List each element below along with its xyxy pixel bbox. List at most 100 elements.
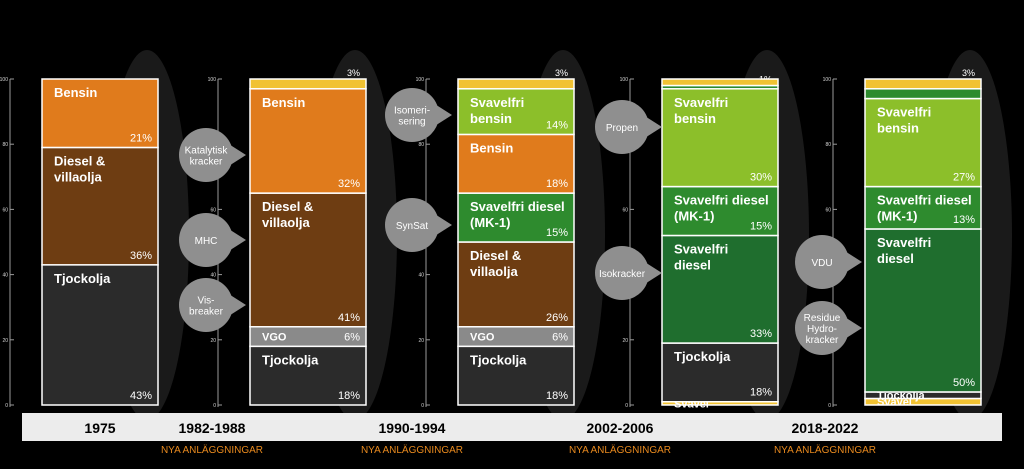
y-tick-label: 40 [2, 273, 8, 279]
bar-segment [661, 78, 779, 87]
bar-1990-1994: Tjockolja 18% VGO 6% Diesel & villaolja 26% Sva… [457, 68, 575, 406]
y-tick-label: 40 [418, 273, 424, 279]
y-tick-label: 40 [210, 273, 216, 279]
process-bubble: VDU [795, 235, 862, 289]
y-tick-label: 20 [2, 338, 8, 344]
segment-label: Diesel & villaolja [470, 248, 521, 279]
y-tick-label: 0 [421, 403, 424, 409]
segment-label: Svavelfri bensin [674, 95, 728, 126]
bar-segment [457, 88, 575, 136]
y-tick-label: 20 [418, 338, 424, 344]
bubble-circle [179, 128, 233, 182]
bubble-arrow [224, 291, 246, 319]
segment-percent: 30% [750, 172, 772, 184]
bar-segment [249, 78, 367, 90]
y-tick-label: 100 [416, 77, 425, 83]
segment-label: Svavelfri diesel (MK-1) [877, 193, 972, 224]
segment-label: Svavelfri bensin [470, 95, 524, 126]
segment-percent: 6% [344, 332, 360, 344]
segment-label: Svavelfri diesel [877, 235, 931, 266]
segment-label: Svavelfri diesel (MK-1) [470, 199, 565, 230]
bar-segment [661, 88, 779, 188]
y-tick-label: 80 [825, 142, 831, 148]
bar-segment [457, 78, 575, 90]
bubble-label: Propen [606, 123, 638, 134]
bubble-circle [179, 278, 233, 332]
segment-percent: 13% [953, 214, 975, 226]
bubble-circle [385, 88, 439, 142]
bubble-arrow [840, 314, 862, 342]
period-label: 2018-2022 [792, 420, 859, 436]
bubble-circle [179, 213, 233, 267]
segment-percent: 41% [338, 312, 360, 324]
segment-percent: 3% [555, 68, 568, 78]
bubble-circle [385, 198, 439, 252]
bar-1982-1988: Tjockolja 18% VGO 6% Diesel & villaolja 41% Ben… [249, 68, 367, 406]
segment-label: Bensin [470, 140, 513, 155]
segment-percent: 36% [130, 250, 152, 262]
y-tick-label: 60 [622, 207, 628, 213]
segment-label: Svavelfri diesel [674, 241, 728, 272]
segment-label: VGO [470, 332, 495, 344]
new-units-label: NYA ANLÄGGNINGAR [569, 444, 671, 456]
new-units-label: NYA ANLÄGGNINGAR [361, 444, 463, 456]
bubble-arrow [224, 226, 246, 254]
bar-segment [864, 78, 982, 90]
y-tick-label: 60 [825, 207, 831, 213]
bar-segment [457, 241, 575, 328]
segment-label: Tjockolja [674, 349, 731, 364]
bubble-circle [795, 235, 849, 289]
bubble-label: Vis-breaker [189, 296, 224, 318]
bubble-label: Isokracker [599, 269, 646, 280]
bubble-label: Isomeri-sering [394, 106, 430, 128]
process-unit-bubbles: Katalytisk kracker MHC Vis-breaker Isomeri-s… [179, 88, 862, 355]
timeline-strip: 1975 1982-1988 NYA ANLÄGGNINGAR 1990-1994 NY… [22, 413, 1002, 456]
period-label: 1975 [84, 420, 115, 436]
bar-segment [864, 185, 982, 230]
bar-2018-2022: Svavel2%Tjockolja2%Svavelfridiesel50%Sva… [864, 68, 982, 409]
y-tick-label: 0 [213, 403, 216, 409]
bubble-label: MHC [195, 236, 218, 247]
segment-label: Bensin [54, 85, 97, 100]
segment-label: Svavelfri bensin [877, 105, 931, 136]
y-tick-label: 80 [2, 142, 8, 148]
segment-percent: 26% [546, 312, 568, 324]
y-tick-label: 0 [5, 403, 8, 409]
bubble-arrow [640, 113, 662, 141]
period-label: 1982-1988 [179, 420, 246, 436]
period-label: 1990-1994 [379, 420, 446, 436]
segment-percent: 18% [750, 387, 772, 399]
segment-percent: 50% [953, 377, 975, 389]
bar-segment [661, 342, 779, 403]
segment-percent: 21% [130, 132, 152, 144]
process-bubble: Propen [595, 100, 662, 154]
bubble-arrow [840, 248, 862, 276]
bubble-label: VDU [811, 258, 832, 269]
segment-label: Svavelfri diesel (MK-1) [674, 193, 769, 224]
process-bubble: MHC [179, 213, 246, 267]
bubble-arrow [430, 211, 452, 239]
y-tick-label: 100 [620, 77, 629, 83]
segment-label: Tjockolja [470, 352, 527, 367]
bubble-arrow [224, 141, 246, 169]
y-tick-label: 60 [210, 207, 216, 213]
process-bubble: Vis-breaker [179, 278, 246, 332]
bar-segment [249, 345, 367, 406]
y-tick-label: 0 [625, 403, 628, 409]
y-tick-label: 100 [823, 77, 832, 83]
segment-percent: 32% [338, 178, 360, 190]
bubble-label: Residue Hydro-kracker [804, 313, 841, 346]
segment-label: Diesel & villaolja [262, 199, 313, 230]
segment-percent: 15% [546, 227, 568, 239]
new-units-label: NYA ANLÄGGNINGAR [774, 444, 876, 456]
segment-percent: 27% [953, 172, 975, 184]
bar-segment [661, 185, 779, 237]
segment-percent: 18% [546, 178, 568, 190]
segment-label: Diesel & villaolja [54, 153, 105, 184]
y-tick-label: 100 [208, 77, 217, 83]
y-tick-label: 0 [828, 403, 831, 409]
bubble-circle [595, 100, 649, 154]
process-bubble: Residue Hydro-kracker [795, 301, 862, 355]
bar-segment [457, 192, 575, 243]
